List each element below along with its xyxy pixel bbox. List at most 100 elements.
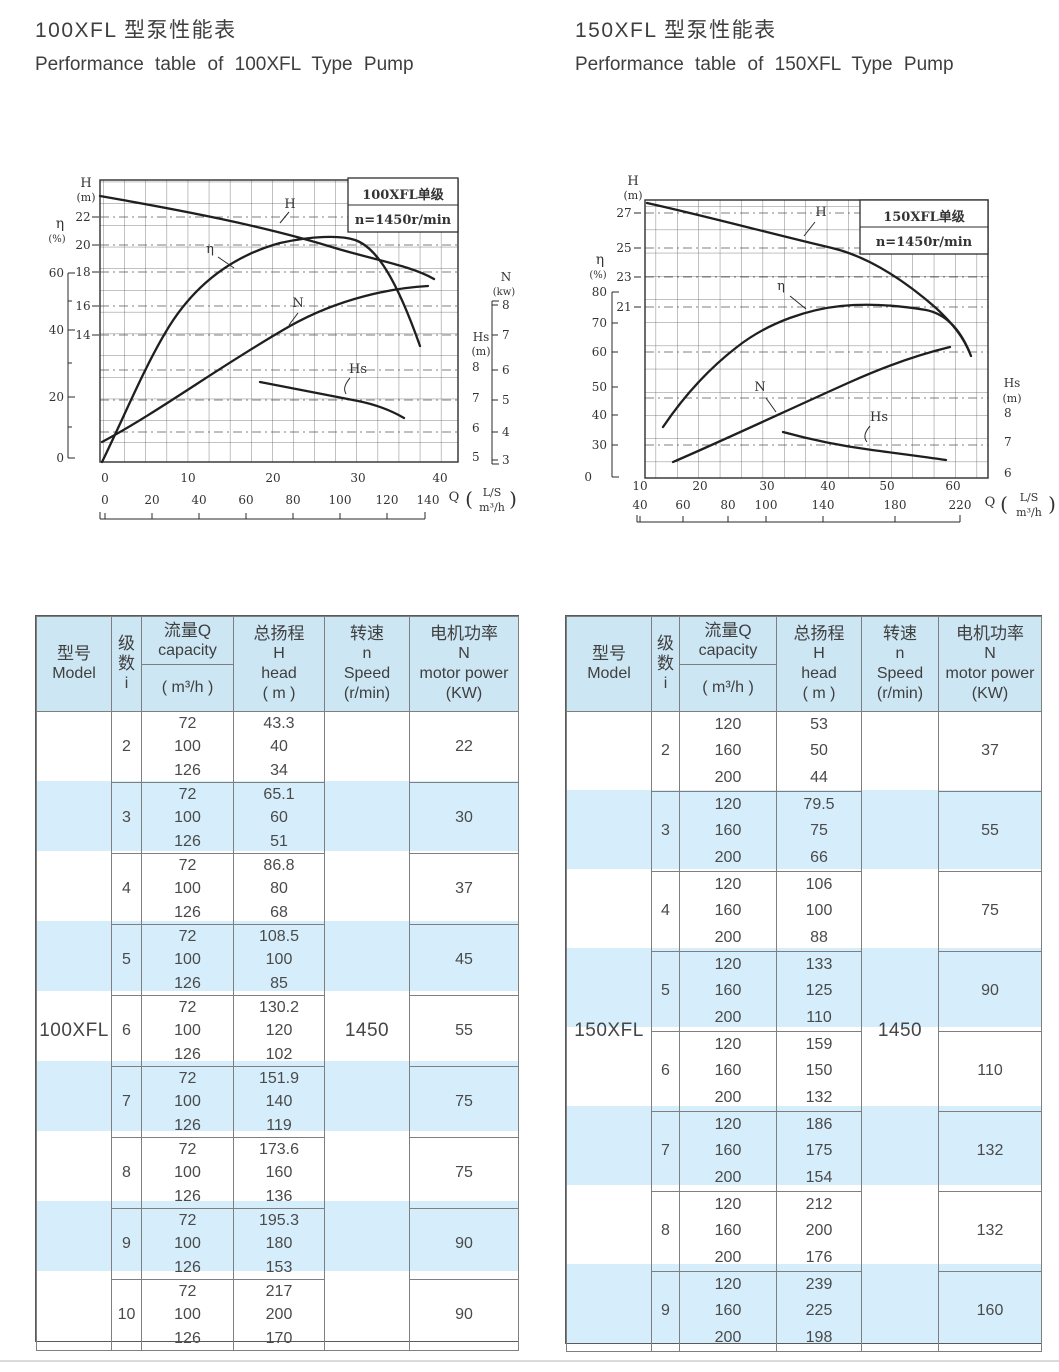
title-zh-150xfl: 150XFL 型泵性能表 (575, 19, 777, 42)
table-row: 4 72 100 126 86.8 80 68 37 (37, 852, 519, 925)
head-cell: 212 200 176 (776, 1190, 862, 1272)
capacity-cell: 120 160 200 (679, 790, 777, 872)
stage-count-cell: 3 (651, 790, 680, 872)
power-cell: 75 (938, 870, 1042, 952)
power-cell: 75 (409, 1136, 519, 1209)
chart-text: 0 (101, 471, 109, 485)
chart-text: 30 (759, 479, 774, 493)
chart-text: 5 (472, 450, 480, 464)
chart-text: Hs (1004, 376, 1021, 390)
chart-text: 23 (616, 270, 631, 284)
chart-text: 6 (502, 363, 510, 377)
chart-text: Hs (349, 362, 367, 377)
chart-text: L/S (1020, 491, 1039, 504)
chart-text: H (284, 197, 295, 212)
chart-text: 22 (75, 210, 90, 224)
capacity-cell: 72 100 126 (141, 1278, 234, 1351)
head-cell: 186 175 154 (776, 1110, 862, 1192)
head-cell: 239 225 198 (776, 1270, 862, 1352)
chart-text: 70 (592, 316, 607, 330)
chart-text: ( (1000, 492, 1008, 516)
chart-text: 25 (616, 241, 631, 255)
capacity-cell: 72 100 126 (141, 711, 234, 783)
chart-text: n=1450r/min (876, 235, 973, 250)
chart-text: Q (985, 495, 996, 510)
power-cell: 55 (409, 994, 519, 1067)
chart-text: 220 (949, 498, 972, 512)
stage-count-cell: 7 (651, 1110, 680, 1192)
chart-text: 16 (75, 299, 90, 313)
table-row: 9 120 160 200 239 225 198 160 (567, 1270, 1042, 1352)
chart-text: H (815, 205, 826, 220)
chart-text: 80 (592, 285, 607, 299)
stage-count-cell: 10 (111, 1278, 142, 1351)
header-model: 型号 Model (566, 616, 652, 712)
chart-text: 40 (632, 498, 647, 512)
chart-text: 60 (945, 479, 960, 493)
chart-text: H (627, 174, 638, 189)
capacity-cell: 72 100 126 (141, 1136, 234, 1209)
stage-count-cell: 9 (651, 1270, 680, 1352)
head-cell: 86.8 80 68 (233, 852, 325, 925)
head-cell: 65.1 60 51 (233, 781, 325, 854)
table-row: 10 72 100 126 217 200 170 90 (37, 1278, 519, 1351)
chart-text: L/S (483, 486, 502, 499)
power-cell: 90 (938, 950, 1042, 1032)
chart-text: N (292, 296, 303, 311)
table-row: 9 72 100 126 195.3 180 153 90 (37, 1207, 519, 1280)
chart-text: 120 (376, 493, 399, 507)
chart-text: (kw) (493, 287, 516, 298)
performance-chart-100xfl: H(m)2220181614η(%)6040200Hs(m)8765N(kw)8… (48, 176, 517, 520)
chart-frame (99, 179, 459, 463)
header-capacity: 流量Q capacity( m³/h ) (679, 616, 777, 712)
power-cell: 160 (938, 1270, 1042, 1352)
head-cell: 133 125 110 (776, 950, 862, 1032)
stage-count-cell: 8 (111, 1136, 142, 1209)
chart-text: 140 (417, 493, 440, 507)
capacity-cell: 120 160 200 (679, 870, 777, 952)
chart-text: 21 (616, 300, 631, 314)
chart-text: 30 (350, 471, 365, 485)
table-row: 7 72 100 126 151.9 140 119 75 (37, 1065, 519, 1138)
chart-text: N (754, 380, 765, 395)
table-row: 7 120 160 200 186 175 154 132 (567, 1110, 1042, 1192)
chart-text: (m) (623, 189, 642, 202)
chart-text: m³/h (1016, 506, 1042, 519)
power-cell: 37 (409, 852, 519, 925)
capacity-cell: 120 160 200 (679, 950, 777, 1032)
chart-text: 6 (472, 421, 480, 435)
chart-text: 0 (101, 493, 109, 507)
chart-text: 20 (49, 390, 64, 404)
chart-text: 100 (329, 493, 352, 507)
chart-text: 7 (1004, 435, 1012, 449)
chart-text: 8 (502, 298, 510, 312)
chart-text: 80 (285, 493, 300, 507)
performance-curve (100, 284, 430, 444)
chart-text: 150XFL单级 (883, 209, 966, 225)
chart-text: Q (449, 490, 460, 505)
stage-count-cell: 4 (111, 852, 142, 925)
capacity-cell: 120 160 200 (679, 1190, 777, 1272)
head-cell: 130.2 120 102 (233, 994, 325, 1067)
chart-text: 20 (692, 479, 707, 493)
chart-text: (m) (76, 191, 95, 204)
performance-curve (258, 380, 406, 420)
chart-text: 8 (472, 360, 480, 374)
power-cell: 37 (938, 711, 1042, 792)
chart-text: ( (465, 487, 473, 511)
stage-count-cell: 6 (111, 994, 142, 1067)
performance-curve (98, 194, 436, 281)
table-row: 8 72 100 126 173.6 160 136 75 (37, 1136, 519, 1209)
chart-text: (%) (48, 234, 65, 245)
chart-text: 7 (472, 391, 480, 405)
chart-text: 20 (144, 493, 159, 507)
chart-text: 5 (502, 393, 510, 407)
